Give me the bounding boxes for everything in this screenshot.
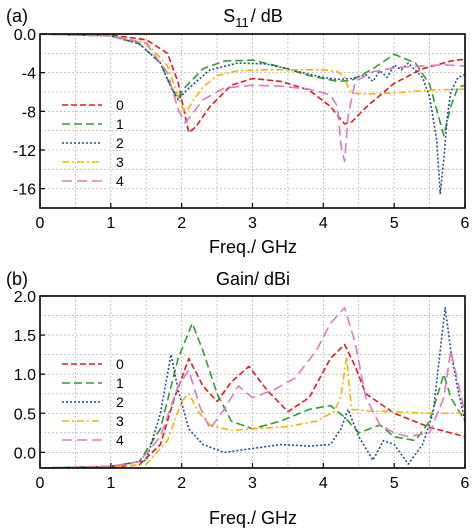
panel-b-xtick-label: 2 bbox=[177, 475, 186, 492]
panel-a-xtick-label: 0 bbox=[36, 215, 45, 232]
panel-b-label: (b) bbox=[6, 269, 28, 289]
panel-a-legend-label-3: 3 bbox=[116, 154, 124, 170]
panel-a-xtick-label: 4 bbox=[319, 215, 328, 232]
panel-a-ytick-label: -8 bbox=[22, 104, 36, 121]
panel-a-xtick-label: 2 bbox=[177, 215, 186, 232]
panel-a-series-2-line bbox=[40, 34, 465, 195]
panel-b-xtick-label: 5 bbox=[390, 475, 399, 492]
panel-b-xtick-label: 6 bbox=[461, 475, 470, 492]
panel-a-legend-label-2: 2 bbox=[116, 135, 124, 151]
panel-b-ytick-label: 0.0 bbox=[14, 445, 36, 462]
panel-b-xtick-label: 3 bbox=[248, 475, 257, 492]
panel-b: (b) Gain/ dBi 0 1 2 3 4 5 62.01.51.00.50.00123… bbox=[6, 269, 470, 528]
panel-b-title: Gain/ dBi bbox=[216, 269, 290, 289]
panel-a-title: S11/ dB bbox=[223, 6, 283, 30]
panel-a-series-group bbox=[40, 34, 465, 195]
panel-a-xlabel: Freq./ GHz bbox=[209, 237, 297, 257]
panel-b-legend: 0 1 2 3 4 bbox=[62, 356, 124, 448]
panel-a-series-4-line bbox=[40, 34, 465, 163]
panel-a-legend-label-0: 0 bbox=[116, 97, 124, 113]
panel-a-ytick-label: -4 bbox=[22, 66, 36, 83]
panel-b-legend-label-0: 0 bbox=[116, 356, 124, 372]
panel-b-ytick-label: 0.5 bbox=[14, 406, 36, 423]
panel-a-legend: 0 1 2 3 4 bbox=[62, 97, 124, 189]
panel-b-xtick-label: 0 bbox=[36, 475, 45, 492]
panel-b-ytick-label: 2.0 bbox=[14, 289, 36, 306]
panel-b-legend-label-1: 1 bbox=[116, 375, 124, 391]
panel-b-legend-label-2: 2 bbox=[116, 394, 124, 410]
panel-a-xtick-label: 5 bbox=[390, 215, 399, 232]
panel-b-legend-label-3: 3 bbox=[116, 413, 124, 429]
panel-a-series-0-line bbox=[40, 34, 465, 134]
panel-a-xtick-label: 3 bbox=[248, 215, 257, 232]
panel-b-xtick-label: 4 bbox=[319, 475, 328, 492]
panel-b-xtick-label: 1 bbox=[106, 475, 115, 492]
panel-b-ytick-label: 1.5 bbox=[14, 328, 36, 345]
panel-a-xtick-label: 1 bbox=[106, 215, 115, 232]
panel-a-series-3-line bbox=[40, 34, 465, 115]
panel-a-ytick-label: -12 bbox=[13, 143, 36, 160]
panel-a-ytick-label: -16 bbox=[13, 182, 36, 199]
panel-b-series-group bbox=[40, 306, 465, 468]
panel-b-xlabel: Freq./ GHz bbox=[209, 508, 297, 528]
panel-a-label: (a) bbox=[6, 6, 28, 26]
panel-a-title-subscript: 11 bbox=[235, 15, 249, 30]
panel-a-xtick-label: 6 bbox=[461, 215, 470, 232]
panel-b-series-4-line bbox=[40, 306, 465, 468]
panel-b-ytick-label: 1.0 bbox=[14, 367, 36, 384]
panel-a-ytick-label: 0.0 bbox=[14, 27, 36, 44]
panel-b-series-2-line bbox=[40, 306, 465, 468]
panel-b-series-3-line bbox=[40, 356, 465, 468]
panel-a-legend-label-4: 4 bbox=[116, 173, 124, 189]
panel-b-series-0-line bbox=[40, 343, 465, 468]
panel-b-series-1-line bbox=[40, 322, 465, 468]
panel-a-legend-label-1: 1 bbox=[116, 116, 124, 132]
panel-b-legend-label-4: 4 bbox=[116, 432, 124, 448]
